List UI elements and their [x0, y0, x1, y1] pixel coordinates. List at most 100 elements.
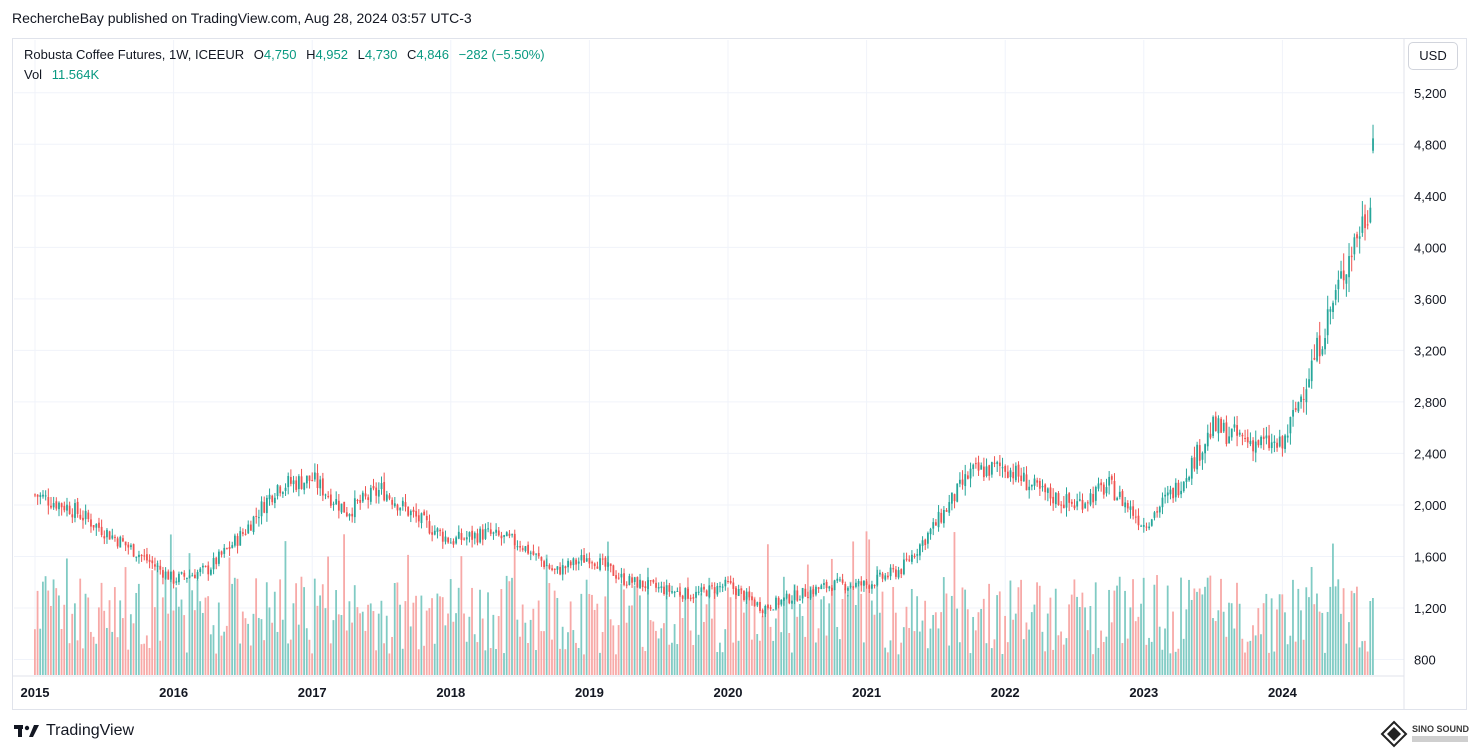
volume-bar	[878, 612, 881, 675]
candle-body	[321, 478, 324, 496]
volume-bar	[1241, 638, 1244, 675]
volume-bar	[1145, 644, 1148, 675]
volume-bar	[119, 600, 122, 675]
volume-bar	[1369, 601, 1372, 675]
volume-bar	[143, 643, 146, 675]
time-tick-label: 2023	[1129, 685, 1158, 700]
volume-bar	[774, 618, 777, 675]
candle-body	[1100, 482, 1103, 486]
volume-bar	[92, 636, 95, 675]
candle-body	[942, 509, 945, 524]
volume-bar	[255, 578, 258, 675]
candle-body	[1009, 470, 1012, 478]
volume-bar	[343, 534, 345, 675]
candle-body	[260, 501, 263, 517]
watermark-text: SINO SOUND	[1412, 724, 1470, 734]
candle-body	[300, 476, 303, 489]
currency-button[interactable]: USD	[1408, 42, 1458, 70]
candle-body	[620, 573, 623, 578]
volume-bar	[652, 621, 655, 675]
candle-body	[633, 577, 636, 582]
volume-bar	[612, 625, 615, 675]
candle-body	[881, 573, 884, 579]
volume-bar	[609, 619, 612, 675]
candle-body	[684, 588, 687, 600]
candle-body	[876, 574, 879, 586]
volume-bar	[1065, 638, 1068, 675]
candle-body	[353, 498, 356, 518]
candle-body	[335, 499, 338, 505]
candle-body	[1254, 441, 1257, 453]
volume-bar	[814, 642, 817, 675]
volume-bar	[1100, 630, 1102, 675]
candle-body	[985, 466, 988, 476]
volume-bar	[1254, 635, 1257, 675]
candle-body	[1137, 515, 1140, 526]
volume-bar	[1350, 590, 1353, 675]
volume-bar	[593, 609, 596, 675]
candle-body	[1060, 504, 1063, 506]
volume-bar	[404, 601, 407, 675]
volume-bar	[399, 604, 401, 675]
volume-bar	[932, 614, 935, 675]
candle-body	[383, 481, 386, 501]
volume-bar	[817, 628, 820, 675]
high-value: 4,952	[315, 47, 348, 62]
volume-bar	[1337, 579, 1340, 675]
volume-bar	[1217, 610, 1220, 675]
candle-body	[631, 577, 633, 583]
publisher-header: RechercheBay published on TradingView.co…	[12, 10, 472, 26]
candle-body	[457, 531, 460, 539]
volume-bar	[788, 632, 791, 675]
volume-bar	[631, 605, 633, 675]
volume-bar	[249, 645, 252, 675]
volume-bar	[591, 594, 593, 675]
candle-body	[1278, 436, 1281, 447]
tradingview-logo[interactable]: TradingView	[14, 722, 134, 740]
volume-bar	[367, 604, 369, 675]
volume-bar	[436, 593, 439, 675]
volume-bar	[84, 593, 87, 675]
candle-body	[1252, 440, 1254, 452]
candle-body	[479, 528, 482, 543]
volume-bar	[1276, 609, 1278, 675]
candlesticks	[34, 124, 1374, 618]
volume-bar	[1292, 579, 1294, 675]
candle-body	[1257, 440, 1260, 446]
volume-bar	[905, 606, 908, 675]
volume-bar	[153, 607, 156, 675]
volume-bar	[1073, 579, 1076, 675]
candle-body	[511, 534, 514, 536]
volume-bar	[1046, 613, 1049, 675]
volume-bar	[1105, 636, 1108, 675]
candle-body	[857, 580, 860, 584]
candle-body	[1153, 512, 1156, 518]
candle-body	[1073, 505, 1076, 509]
candle-body	[655, 582, 657, 588]
candle-body	[380, 483, 383, 490]
volume-bar	[1228, 602, 1230, 675]
volume-bar	[455, 613, 457, 675]
volume-bar	[1252, 625, 1254, 675]
volume-bar	[748, 591, 751, 675]
candle-body	[447, 537, 450, 543]
candle-body	[521, 548, 524, 550]
candle-body	[364, 493, 367, 497]
candle-body	[1241, 434, 1244, 437]
volume-bar	[663, 623, 665, 675]
price-tick-label: 5,200	[1414, 86, 1447, 101]
candle-body	[535, 553, 537, 555]
volume-bar	[353, 585, 356, 675]
candle-body	[500, 535, 503, 539]
volume-bar	[1142, 577, 1145, 675]
volume-bar	[1345, 643, 1348, 675]
volume-bar	[1326, 611, 1329, 675]
volume-bar	[964, 589, 967, 675]
candle-body	[481, 529, 484, 540]
volume-bar	[156, 563, 159, 675]
candle-body	[1249, 440, 1252, 445]
price-tick-label: 2,400	[1414, 446, 1447, 461]
volume-bar	[1054, 588, 1057, 675]
volume-bar	[1257, 608, 1260, 675]
